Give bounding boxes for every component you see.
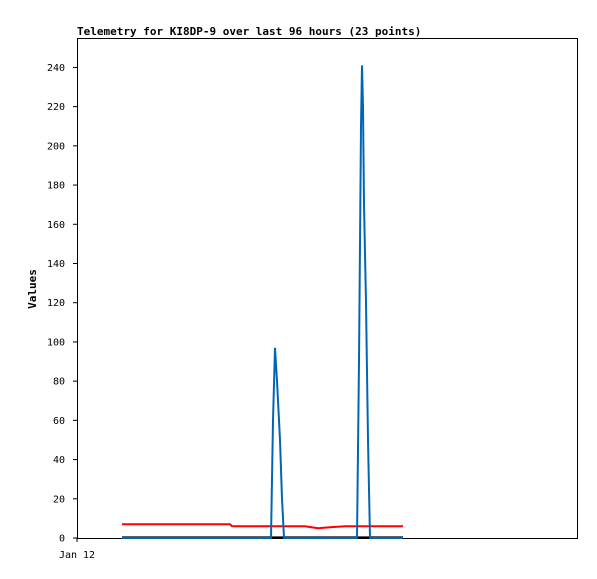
x-axis: Jan 12 [59, 538, 95, 561]
y-tick-label: 240 [47, 63, 65, 74]
y-tick-label: 40 [53, 455, 65, 466]
series-blue-line [122, 65, 403, 539]
y-tick-label: 160 [47, 220, 65, 231]
y-tick-label: 0 [59, 534, 65, 545]
y-tick-label: 120 [47, 298, 65, 309]
chart-title: Telemetry for KI8DP-9 over last 96 hours… [77, 25, 421, 38]
plot-frame [77, 38, 578, 539]
y-tick-label: 140 [47, 259, 65, 270]
y-tick-label: 220 [47, 102, 65, 113]
y-tick-label: 180 [47, 181, 65, 192]
y-tick-label: 200 [47, 141, 65, 152]
series-red-line [122, 523, 403, 530]
y-tick-label: 100 [47, 337, 65, 348]
y-axis: 0 20 40 60 80 100 120 140 160 180 200 220 240 [47, 63, 77, 545]
y-axis-label: Values [26, 269, 39, 309]
y-tick-label: 80 [53, 377, 65, 388]
y-tick-label: 20 [53, 494, 65, 505]
series-layer [122, 65, 403, 539]
x-tick-label: Jan 12 [59, 550, 95, 561]
y-tick-label: 60 [53, 416, 65, 427]
